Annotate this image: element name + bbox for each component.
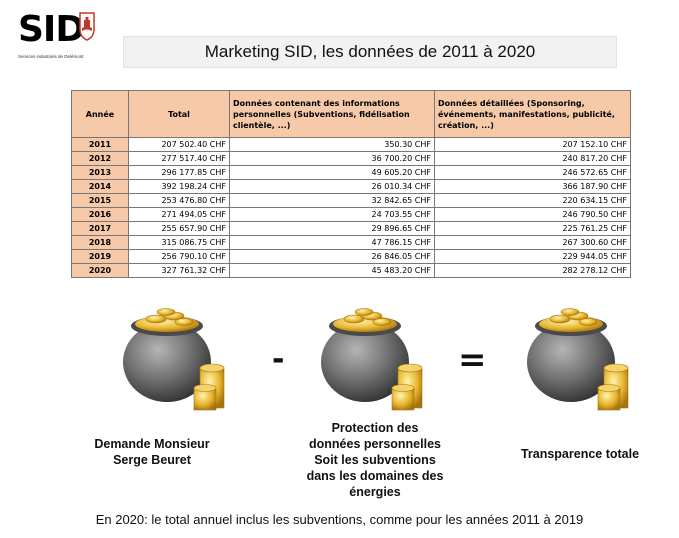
row-total: 392 198.24 CHF <box>128 179 230 194</box>
caption-line: Transparence totale <box>520 447 640 461</box>
row-total: 327 761.32 CHF <box>128 263 230 278</box>
row-year: 2013 <box>71 165 129 180</box>
table-row: 2013 296 177.85 CHF 49 605.20 CHF 246 572.6… <box>71 165 631 180</box>
caption-line: Serge Beuret <box>113 453 191 467</box>
row-detailed: 225 761.25 CHF <box>434 221 631 236</box>
row-detailed: 240 817.20 CHF <box>434 151 631 166</box>
table-row: 2011 207 502.40 CHF 350.30 CHF 207 152.10 C… <box>71 137 631 152</box>
table-row: 2017 255 657.90 CHF 29 896.65 CHF 225 761.2… <box>71 221 631 236</box>
caption-line: énergies <box>349 485 401 499</box>
row-year: 2019 <box>71 249 129 264</box>
row-total: 255 657.90 CHF <box>128 221 230 236</box>
row-total: 253 476.80 CHF <box>128 193 230 208</box>
row-personal: 36 700.20 CHF <box>229 151 435 166</box>
row-detailed: 246 572.65 CHF <box>434 165 631 180</box>
coat-of-arms-icon <box>79 12 95 41</box>
logo-subtitle: Services industriels de Delémont <box>18 54 84 59</box>
row-year: 2017 <box>71 221 129 236</box>
minus-operator: - <box>272 342 285 377</box>
caption-line: Protection des <box>331 421 419 435</box>
row-detailed: 246 790.50 CHF <box>434 207 631 222</box>
row-detailed: 207 152.10 CHF <box>434 137 631 152</box>
equals-operator: = <box>458 340 487 380</box>
row-personal: 24 703.55 CHF <box>229 207 435 222</box>
row-total: 277 517.40 CHF <box>128 151 230 166</box>
pot-of-gold-icon <box>527 308 629 411</box>
row-personal: 49 605.20 CHF <box>229 165 435 180</box>
row-personal: 47 786.15 CHF <box>229 235 435 250</box>
table-row: 2018 315 086.75 CHF 47 786.15 CHF 267 300.6… <box>71 235 631 250</box>
row-detailed: 282 278.12 CHF <box>434 263 631 278</box>
row-year: 2020 <box>71 263 129 278</box>
row-total: 271 494.05 CHF <box>128 207 230 222</box>
table-row: 2015 253 476.80 CHF 32 842.65 CHF 220 634.1… <box>71 193 631 208</box>
row-year: 2016 <box>71 207 129 222</box>
caption-line: Demande Monsieur <box>94 437 210 451</box>
row-personal: 32 842.65 CHF <box>229 193 435 208</box>
logo-wordmark: SID <box>18 9 85 50</box>
row-total: 296 177.85 CHF <box>128 165 230 180</box>
row-detailed: 366 187.90 CHF <box>434 179 631 194</box>
row-detailed: 267 300.60 CHF <box>434 235 631 250</box>
pot-of-gold-icon <box>123 308 225 411</box>
row-personal: 29 896.65 CHF <box>229 221 435 236</box>
page-title-text: Marketing SID, les données de 2011 à 202… <box>204 42 536 61</box>
row-total: 207 502.40 CHF <box>128 137 230 152</box>
table-row: 2020 327 761.32 CHF 45 483.20 CHF 282 278.1… <box>71 263 631 278</box>
caption-transparency: Transparence totale <box>500 446 660 462</box>
row-detailed: 229 944.05 CHF <box>434 249 631 264</box>
header-detailed-data: Données détaillées (Sponsoring, événemen… <box>434 90 631 138</box>
row-personal: 45 483.20 CHF <box>229 263 435 278</box>
row-year: 2012 <box>71 151 129 166</box>
table-row: 2014 392 198.24 CHF 26 010.34 CHF 366 187.9… <box>71 179 631 194</box>
row-personal: 350.30 CHF <box>229 137 435 152</box>
caption-line: données personnelles <box>309 437 441 451</box>
sid-logo: SID Services industriels de Delémont <box>18 8 104 66</box>
caption-line: dans les domaines des <box>306 469 444 483</box>
row-year: 2011 <box>71 137 129 152</box>
marketing-data-table: Année Total Données contenant des inform… <box>71 90 631 278</box>
row-detailed: 220 634.15 CHF <box>434 193 631 208</box>
page-title: Marketing SID, les données de 2011 à 202… <box>123 36 617 68</box>
pot-of-gold-icon <box>321 308 423 411</box>
table-body: 2011 207 502.40 CHF 350.30 CHF 207 152.10 C… <box>71 137 631 278</box>
row-total: 256 790.10 CHF <box>128 249 230 264</box>
footnote: En 2020: le total annuel inclus les subv… <box>95 512 584 527</box>
table-row: 2019 256 790.10 CHF 26 846.05 CHF 229 944.0… <box>71 249 631 264</box>
caption-request: Demande Monsieur Serge Beuret <box>72 436 232 468</box>
row-year: 2018 <box>71 235 129 250</box>
row-personal: 26 846.05 CHF <box>229 249 435 264</box>
header-personal-data: Données contenant des informations perso… <box>229 90 435 138</box>
row-total: 315 086.75 CHF <box>128 235 230 250</box>
row-personal: 26 010.34 CHF <box>229 179 435 194</box>
table-row: 2016 271 494.05 CHF 24 703.55 CHF 246 790.5… <box>71 207 631 222</box>
row-year: 2014 <box>71 179 129 194</box>
caption-data-protection: Protection des données personnelles Soit… <box>285 420 465 500</box>
header-total: Total <box>128 90 230 138</box>
table-row: 2012 277 517.40 CHF 36 700.20 CHF 240 817.2… <box>71 151 631 166</box>
header-year: Année <box>71 90 129 138</box>
row-year: 2015 <box>71 193 129 208</box>
caption-line: Soit les subventions <box>314 453 436 467</box>
table-header-row: Année Total Données contenant des inform… <box>71 90 631 138</box>
